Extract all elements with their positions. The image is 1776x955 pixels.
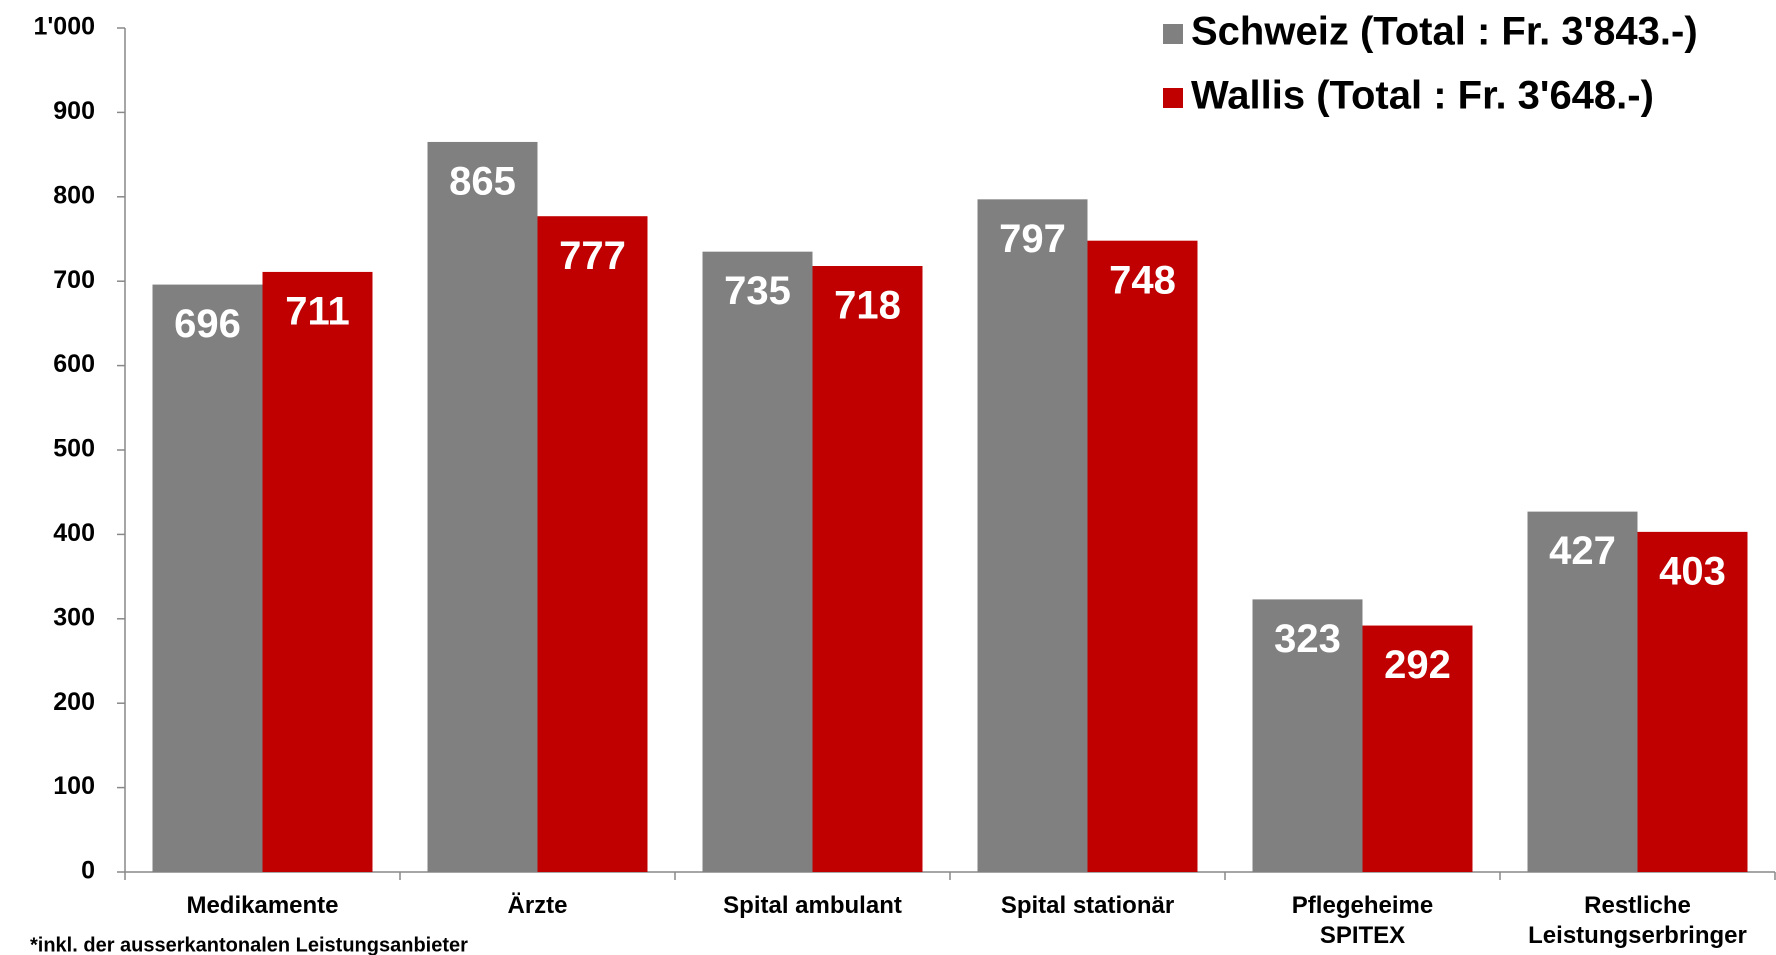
value-label: 748 — [1109, 258, 1176, 302]
x-tick-label: Ärzte — [507, 892, 567, 919]
value-label: 797 — [999, 217, 1066, 261]
x-tick-label: Medikamente — [186, 892, 338, 919]
y-tick-label: 500 — [53, 435, 95, 463]
x-tick-label: Pflegeheime SPITEX — [1292, 892, 1433, 949]
y-tick-label: 1'000 — [33, 13, 95, 41]
y-tick-label: 800 — [53, 181, 95, 209]
x-tick-label: Spital ambulant — [723, 892, 902, 919]
value-label: 403 — [1659, 549, 1726, 593]
bar — [812, 266, 923, 872]
y-tick-label: 900 — [53, 97, 95, 125]
bar — [1362, 625, 1473, 872]
legend-swatch — [1163, 88, 1183, 108]
value-label: 735 — [724, 269, 791, 313]
bar — [1252, 599, 1363, 872]
y-tick-label: 100 — [53, 772, 95, 800]
value-label: 292 — [1384, 643, 1451, 687]
value-label: 865 — [449, 160, 516, 204]
value-label: 323 — [1274, 617, 1341, 661]
bar — [1527, 511, 1638, 872]
value-label: 711 — [285, 289, 350, 333]
legend-label: Schweiz (Total : Fr. 3'843.-) — [1191, 10, 1698, 54]
legend-swatch — [1163, 24, 1183, 44]
bar — [977, 199, 1088, 872]
value-label: 718 — [834, 284, 901, 328]
bar — [262, 271, 373, 872]
y-tick-label: 600 — [53, 350, 95, 378]
bar — [702, 251, 813, 872]
bar — [1087, 240, 1198, 873]
bar — [1637, 531, 1748, 872]
x-tick-label: Restliche Leistungserbringer — [1528, 892, 1747, 949]
bar — [537, 216, 648, 872]
value-label: 427 — [1549, 529, 1616, 573]
y-tick-label: 300 — [53, 603, 95, 631]
bar — [427, 141, 538, 872]
value-label: 696 — [174, 302, 241, 346]
footnote: *inkl. der ausserkantonalen Leistungsanb… — [30, 934, 468, 955]
legend-label: Wallis (Total : Fr. 3'648.-) — [1191, 74, 1654, 118]
value-label: 777 — [559, 234, 626, 278]
bar — [152, 284, 263, 872]
y-tick-label: 200 — [53, 688, 95, 716]
y-tick-label: 700 — [53, 266, 95, 294]
y-tick-label: 400 — [53, 519, 95, 547]
x-tick-label: Spital stationär — [1001, 892, 1174, 919]
y-tick-label: 0 — [81, 857, 95, 885]
